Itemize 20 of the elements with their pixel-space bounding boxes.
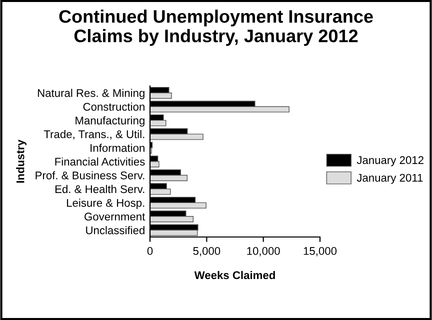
x-tick-label: 15,000 bbox=[304, 247, 337, 256]
y-tick-label: Manufacturing bbox=[76, 116, 144, 127]
y-tick-label: Trade, Trans., & Util. bbox=[44, 130, 144, 140]
y-tick-label: Government bbox=[84, 212, 146, 221]
y-tick-label: Financial Activities bbox=[55, 157, 145, 166]
x-axis-title: Weeks Claimed bbox=[194, 270, 275, 280]
y-tick-label: Natural Res. & Mining bbox=[38, 88, 144, 100]
legend-label: January 2012 bbox=[356, 156, 424, 166]
x-tick-label: 5,000 bbox=[193, 247, 220, 256]
legend-label: January 2011 bbox=[356, 174, 423, 184]
chart-title: Continued Unemployment Insurance Claims by Industry, January 2012 bbox=[59, 10, 373, 46]
x-tick-label: 10,000 bbox=[247, 247, 280, 256]
y-axis-title: Industry bbox=[16, 140, 26, 183]
y-tick-label: Information bbox=[90, 144, 144, 152]
x-tick-label: 0 bbox=[147, 247, 153, 255]
y-tick-label: Prof. & Business Serv. bbox=[36, 171, 144, 180]
y-tick-label: Unclassified bbox=[86, 226, 144, 234]
y-tick-label: Leisure & Hosp. bbox=[67, 198, 144, 210]
y-tick-label: Construction bbox=[83, 102, 144, 111]
y-tick-label: Ed. & Health Serv. bbox=[55, 184, 144, 194]
